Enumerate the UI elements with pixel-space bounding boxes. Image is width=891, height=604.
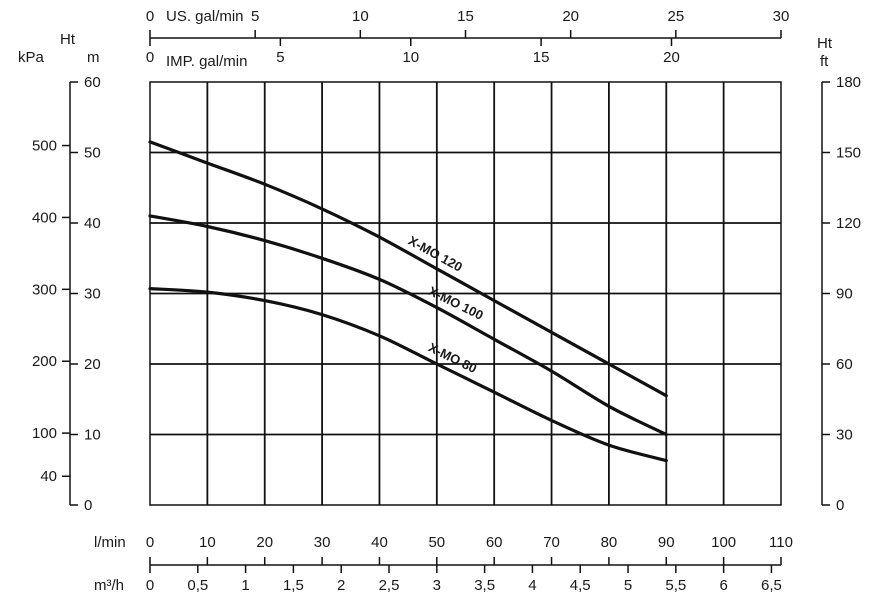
x-imp-gal-tick-label: 10	[402, 49, 419, 66]
x-us-gal-title: US. gal/min	[166, 8, 244, 25]
x-lmin-tick-label: 50	[428, 534, 445, 551]
y-left-title-ht: Ht	[60, 31, 76, 48]
x-imp-gal-tick-label: 15	[533, 49, 550, 66]
x-m3h-tick-label: 6	[719, 577, 727, 594]
y-left-kpa-tick-label: 400	[32, 209, 57, 226]
x-m3h-tick-label: 3,5	[474, 577, 495, 594]
x-m3h-tick-label: 2,5	[379, 577, 400, 594]
x-us-gal-tick-label: 10	[352, 8, 369, 25]
x-m3h-tick-label: 0,5	[187, 577, 208, 594]
y-right-ft-tick-label: 90	[836, 286, 853, 303]
curve-x-mo-80	[148, 287, 668, 463]
x-lmin-tick-label: 60	[486, 534, 503, 551]
x-lmin-tick-label: 40	[371, 534, 388, 551]
y-right-ft-tick-label: 120	[836, 215, 861, 232]
y-left-m-tick-label: 10	[84, 427, 101, 444]
y-right-ft-tick-label: 30	[836, 427, 853, 444]
x-m3h-tick-label: 3	[433, 577, 441, 594]
y-right-ft-tick-label: 0	[836, 497, 844, 514]
x-us-gal-tick-label: 25	[667, 8, 684, 25]
x-imp-gal-tick-label: 0	[146, 49, 154, 66]
x-us-gal-tick-label: 15	[457, 8, 474, 25]
y-right-title-ft: ft	[820, 53, 829, 70]
y-left-kpa-tick-label: 300	[32, 281, 57, 298]
x-us-gal-tick-label: 5	[251, 8, 259, 25]
x-lmin-tick-label: 0	[146, 534, 154, 551]
x-lmin-tick-label: 70	[543, 534, 560, 551]
y-right-ft-tick-label: 60	[836, 356, 853, 373]
performance-curves	[148, 140, 668, 463]
y-left-title-kpa: kPa	[18, 49, 45, 66]
x-m3h-tick-label: 1	[241, 577, 249, 594]
y-left-m-tick-label: 40	[84, 215, 101, 232]
x-lmin-title: l/min	[94, 534, 126, 551]
y-left-m-tick-label: 60	[84, 74, 101, 91]
x-lmin-tick-label: 30	[314, 534, 331, 551]
y-left-m-tick-label: 20	[84, 356, 101, 373]
x-m3h-tick-label: 5,5	[665, 577, 686, 594]
x-us-gal-tick-label: 30	[773, 8, 790, 25]
x-us-gal-tick-label: 0	[146, 8, 154, 25]
y-left-m-tick-label: 0	[84, 497, 92, 514]
x-lmin-tick-label: 80	[601, 534, 618, 551]
y-left-kpa-tick-label: 40	[40, 468, 57, 485]
x-lmin-tick-label: 90	[658, 534, 675, 551]
x-us-gal-tick-label: 20	[562, 8, 579, 25]
curve-x-mo-120	[148, 140, 668, 398]
x-imp-gal-tick-label: 5	[276, 49, 284, 66]
axes: 0102030405060401002003004005000306090120…	[32, 8, 861, 594]
y-left-m-tick-label: 30	[84, 286, 101, 303]
x-m3h-tick-label: 4	[528, 577, 536, 594]
y-right-title-ht: Ht	[817, 35, 833, 52]
y-left-kpa-tick-label: 100	[32, 425, 57, 442]
y-left-kpa-tick-label: 500	[32, 138, 57, 155]
x-m3h-tick-label: 6,5	[761, 577, 782, 594]
plot-grid	[149, 81, 782, 506]
x-m3h-tick-label: 0	[146, 577, 154, 594]
y-right-ft-tick-label: 180	[836, 74, 861, 91]
x-m3h-tick-label: 1,5	[283, 577, 304, 594]
x-lmin-tick-label: 110	[769, 534, 793, 551]
x-m3h-tick-label: 2	[337, 577, 345, 594]
x-m3h-tick-label: 4,5	[570, 577, 591, 594]
y-left-m-tick-label: 50	[84, 145, 101, 162]
x-lmin-tick-label: 10	[199, 534, 216, 551]
curve-x-mo-100	[148, 214, 668, 437]
x-lmin-tick-label: 100	[711, 534, 736, 551]
x-m3h-tick-label: 5	[624, 577, 632, 594]
y-left-kpa-tick-label: 200	[32, 353, 57, 370]
x-imp-gal-tick-label: 20	[663, 49, 680, 66]
y-left-title-m: m	[87, 49, 100, 66]
y-right-ft-tick-label: 150	[836, 145, 861, 162]
x-lmin-tick-label: 20	[256, 534, 273, 551]
x-imp-gal-title: IMP. gal/min	[166, 53, 247, 70]
x-m3h-title: m³/h	[94, 577, 124, 594]
